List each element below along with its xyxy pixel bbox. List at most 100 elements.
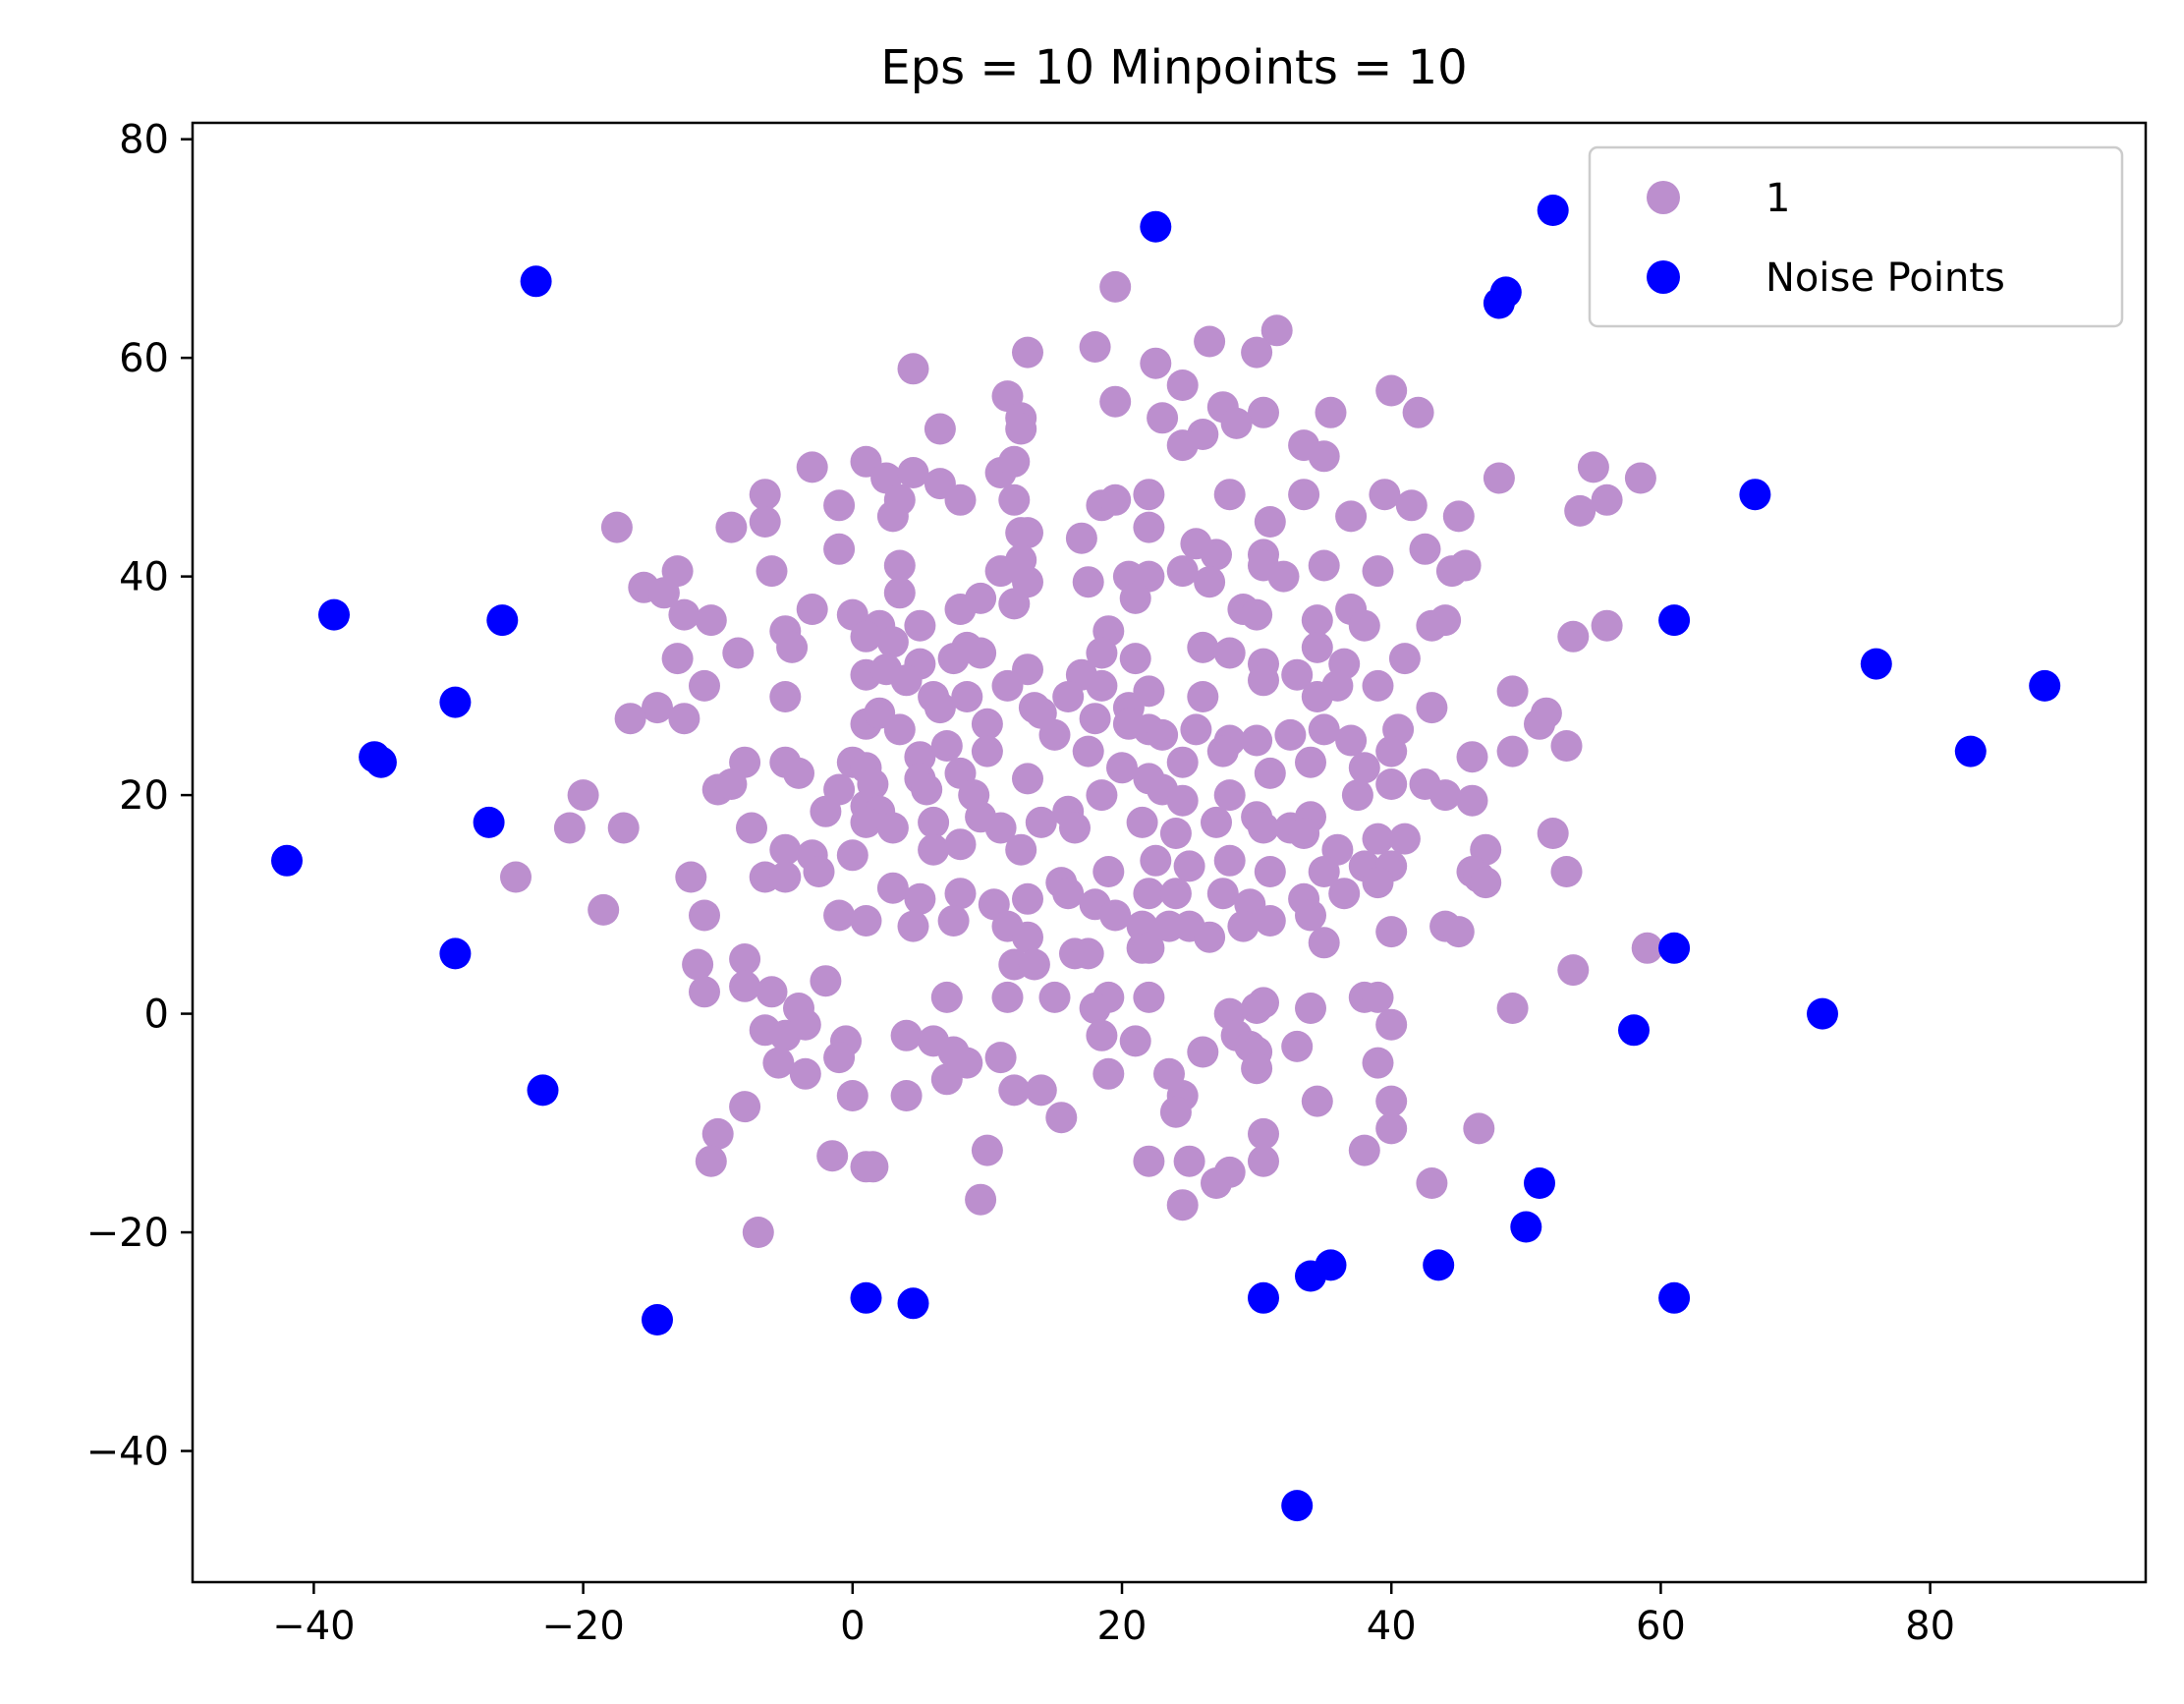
cluster-1-point-57: [1012, 517, 1043, 549]
noise-point-32: [1281, 1490, 1314, 1522]
cluster-1-point-6: [1012, 336, 1043, 369]
noise-point-9: [1860, 648, 1892, 680]
cluster-1-point-341: [789, 1057, 821, 1090]
cluster-1-point-200: [1012, 763, 1043, 795]
cluster-1-point-104: [1591, 609, 1623, 642]
cluster-1-point-242: [1092, 856, 1125, 887]
cluster-1-point-95: [1119, 582, 1151, 614]
cluster-1-point-194: [715, 768, 748, 800]
noise-point-14: [364, 746, 397, 778]
cluster-1-point-120: [1281, 658, 1314, 691]
cluster-1-point-135: [1086, 669, 1118, 702]
cluster-1-point-373: [965, 1183, 997, 1216]
cluster-1-point-362: [1045, 1102, 1078, 1134]
noise-point-7: [1739, 479, 1771, 511]
noise-point-26: [897, 1287, 929, 1320]
noise-point-8: [1658, 604, 1691, 637]
noise-point-27: [1248, 1281, 1279, 1314]
x-axis: −40 −20 0 20 40 60 80: [272, 1582, 1955, 1649]
x-tick-label-1: −20: [541, 1604, 624, 1649]
cluster-1-point-17: [924, 413, 956, 445]
cluster-1-point-137: [1133, 675, 1165, 708]
cluster-1-point-333: [1119, 1025, 1151, 1057]
cluster-1-point-252: [500, 861, 532, 893]
cluster-1-point-129: [890, 664, 923, 697]
y-axis: −40 −20 0 20 40 60 80: [86, 118, 193, 1475]
cluster-1-point-181: [1456, 741, 1488, 773]
cluster-1-point-18: [1005, 413, 1037, 445]
cluster-1-point-270: [1362, 867, 1394, 899]
cluster-1-point-164: [1335, 724, 1368, 757]
cluster-1-point-210: [1375, 768, 1408, 800]
cluster-1-point-224: [1059, 812, 1091, 844]
cluster-1-point-54: [749, 506, 781, 538]
cluster-1-point-275: [823, 899, 856, 932]
legend-box: [1588, 145, 2124, 328]
cluster-1-point-38: [944, 483, 977, 516]
cluster-1-point-92: [965, 582, 997, 614]
cluster-1-point-138: [1187, 681, 1219, 712]
cluster-1-point-290: [1375, 916, 1408, 948]
cluster-1-point-228: [1248, 812, 1279, 844]
cluster-1-point-209: [1341, 779, 1373, 812]
cluster-1-point-364: [1173, 1145, 1205, 1177]
cluster-1-point-218: [850, 806, 882, 838]
cluster-1-point-173: [1106, 752, 1138, 784]
cluster-1-point-205: [1213, 779, 1246, 812]
cluster-1-point-0: [1099, 270, 1132, 303]
cluster-1-point-259: [944, 878, 977, 910]
cluster-1-point-353: [1375, 1085, 1408, 1117]
cluster-1-point-278: [937, 905, 970, 937]
cluster-1-point-360: [857, 1151, 889, 1183]
cluster-1-point-98: [1301, 604, 1333, 637]
cluster-1-point-227: [1201, 806, 1232, 838]
cluster-1-point-32: [1624, 462, 1656, 494]
cluster-1-point-80: [1362, 555, 1394, 588]
cluster-1-point-118: [1213, 637, 1246, 669]
x-tick-label-2: 0: [840, 1604, 865, 1649]
cluster-1-point-182: [1496, 735, 1529, 767]
x-tick-label-4: 40: [1367, 1604, 1417, 1649]
y-tick-label-6: 80: [119, 118, 169, 163]
cluster-1-point-324: [789, 1008, 821, 1041]
cluster-1-point-225: [1126, 806, 1158, 838]
cluster-1-point-212: [1429, 779, 1462, 812]
cluster-1-point-19: [1147, 402, 1179, 434]
cluster-1-point-231: [1362, 823, 1394, 855]
cluster-1-point-265: [1159, 878, 1192, 910]
cluster-1-point-30: [796, 451, 828, 483]
cluster-1-point-234: [1537, 818, 1569, 849]
cluster-1-point-226: [1159, 818, 1192, 849]
cluster-1-point-14: [1315, 396, 1347, 428]
x-tick-label-5: 60: [1636, 1604, 1686, 1649]
cluster-1-point-61: [1201, 539, 1232, 571]
cluster-1-point-310: [1079, 993, 1111, 1024]
cluster-1-point-16: [1402, 396, 1434, 428]
cluster-1-point-222: [984, 812, 1017, 844]
cluster-1-point-346: [1025, 1074, 1057, 1107]
cluster-1-point-358: [816, 1140, 849, 1172]
cluster-1-point-340: [762, 1047, 795, 1079]
cluster-1-point-371: [1463, 1112, 1495, 1145]
noise-point-4: [1489, 276, 1522, 309]
cluster-1-point-344: [930, 1063, 963, 1096]
cluster-1-point-350: [1241, 1052, 1273, 1085]
cluster-1-point-273: [588, 893, 620, 926]
cluster-1-point-308: [1038, 981, 1071, 1013]
noise-point-20: [1807, 997, 1838, 1030]
legend-label-noise-points: Noise Points: [1765, 256, 2005, 301]
cluster-1-point-68: [883, 549, 916, 582]
cluster-1-point-302: [729, 970, 761, 1002]
cluster-1-point-52: [600, 511, 633, 543]
cluster-1-point-266: [1206, 878, 1239, 910]
cluster-1-point-305: [689, 976, 720, 1008]
cluster-1-point-152: [971, 708, 1003, 740]
cluster-1-point-240: [1005, 833, 1037, 866]
cluster-1-point-175: [1166, 746, 1199, 778]
cluster-1-point-154: [1038, 718, 1071, 751]
cluster-1-point-202: [1086, 779, 1118, 812]
cluster-1-point-15: [1375, 374, 1408, 407]
noise-point-23: [1510, 1211, 1542, 1243]
cluster-1-point-29: [998, 445, 1031, 478]
y-tick-label-1: −20: [86, 1211, 169, 1256]
